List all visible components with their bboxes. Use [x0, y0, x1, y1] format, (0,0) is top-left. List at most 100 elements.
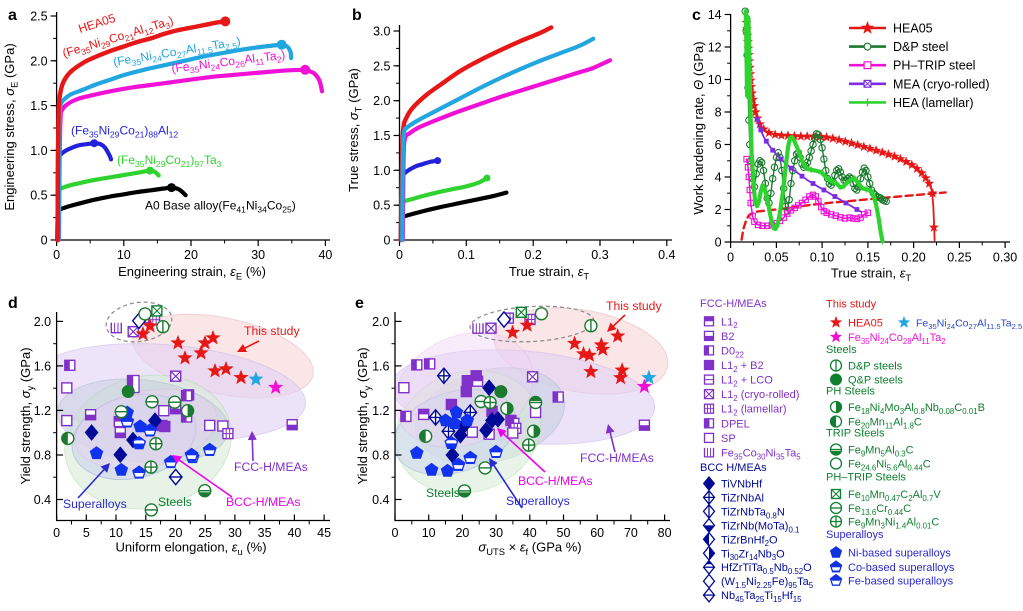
- svg-text:Superalloys: Superalloys: [826, 529, 884, 541]
- svg-text:TiZrBnHf2​O: TiZrBnHf2​O: [721, 534, 778, 548]
- svg-text:Engineering stress, σE​ (GPa): Engineering stress, σE​ (GPa): [2, 43, 19, 210]
- svg-text:0.1: 0.1: [458, 248, 475, 262]
- svg-text:1.6: 1.6: [34, 359, 51, 373]
- svg-text:45: 45: [317, 526, 331, 540]
- svg-text:(Fe35​Ni29​Co21​)88​Al12​: (Fe35​Ni29​Co21​)88​Al12​: [71, 124, 178, 140]
- svg-text:PH–TRIP Steels: PH–TRIP Steels: [826, 472, 906, 484]
- svg-text:0.5: 0.5: [30, 189, 47, 203]
- svg-text:HEA05: HEA05: [893, 22, 933, 36]
- svg-text:HEA (lamellar): HEA (lamellar): [893, 96, 974, 110]
- svg-text:B2: B2: [721, 331, 734, 343]
- svg-text:Fe10​Mn0.47​C2​Al0.7​V: Fe10​Mn0.47​C2​Al0.7​V: [848, 489, 941, 503]
- svg-text:1.5: 1.5: [373, 129, 390, 143]
- svg-text:2.5: 2.5: [373, 59, 390, 73]
- svg-text:BCC H/MEAs: BCC H/MEAs: [700, 462, 767, 474]
- svg-text:14: 14: [708, 8, 722, 22]
- svg-text:c: c: [692, 7, 701, 24]
- svg-text:This study: This study: [606, 299, 662, 313]
- svg-text:2.0: 2.0: [372, 315, 389, 329]
- svg-text:L12​ (cryo-rolled): L12​ (cryo-rolled): [721, 389, 799, 403]
- svg-text:Fe35​Ni24​Co28​Al11​Ta2​: Fe35​Ni24​Co28​Al11​Ta2​: [848, 332, 946, 346]
- svg-text:10: 10: [109, 526, 123, 540]
- svg-text:35: 35: [258, 526, 272, 540]
- svg-text:L12​ + B2: L12​ + B2: [721, 360, 764, 374]
- svg-text:40: 40: [318, 248, 332, 262]
- svg-text:Steels: Steels: [426, 486, 460, 500]
- svg-text:Ni-based superalloys: Ni-based superalloys: [848, 548, 951, 560]
- svg-text:True strain, εT​: True strain, εT​: [509, 264, 590, 281]
- svg-text:2.0: 2.0: [30, 54, 47, 68]
- svg-text:2.0: 2.0: [34, 315, 51, 329]
- svg-text:L12​ (lamellar): L12​ (lamellar): [721, 404, 787, 418]
- svg-text:0.4: 0.4: [372, 493, 389, 507]
- svg-text:10: 10: [117, 248, 131, 262]
- svg-text:Yield strength, σy​ (GPa): Yield strength, σy​ (GPa): [18, 347, 35, 484]
- svg-text:0: 0: [392, 526, 399, 540]
- svg-text:30: 30: [489, 526, 503, 540]
- svg-text:20: 20: [455, 526, 469, 540]
- svg-text:30: 30: [228, 526, 242, 540]
- svg-text:0.25: 0.25: [947, 251, 971, 265]
- svg-text:0: 0: [53, 526, 60, 540]
- svg-text:True strain, εT​: True strain, εT​: [831, 266, 912, 283]
- svg-text:TiVNbHf: TiVNbHf: [721, 479, 763, 491]
- svg-text:0.10: 0.10: [810, 251, 834, 265]
- svg-text:0.4: 0.4: [658, 248, 675, 262]
- svg-text:1.2: 1.2: [372, 404, 389, 418]
- svg-text:SP: SP: [721, 433, 736, 445]
- svg-text:12: 12: [708, 41, 722, 55]
- svg-text:1.0: 1.0: [373, 164, 390, 178]
- svg-text:0.30: 0.30: [993, 251, 1017, 265]
- svg-text:TiZrNbAl: TiZrNbAl: [721, 492, 764, 504]
- svg-text:0.05: 0.05: [764, 251, 788, 265]
- svg-text:Fe-based superalloys: Fe-based superalloys: [848, 576, 954, 588]
- svg-text:0: 0: [727, 251, 734, 265]
- svg-text:0: 0: [715, 236, 722, 250]
- svg-text:1.2: 1.2: [34, 404, 51, 418]
- svg-text:0: 0: [41, 234, 48, 248]
- svg-text:15: 15: [139, 526, 153, 540]
- svg-text:0.8: 0.8: [34, 449, 51, 463]
- svg-text:0.5: 0.5: [373, 199, 390, 213]
- svg-text:2: 2: [715, 203, 722, 217]
- svg-text:60: 60: [590, 526, 604, 540]
- svg-text:2.5: 2.5: [30, 10, 47, 24]
- svg-text:DPEL: DPEL: [721, 418, 750, 430]
- svg-text:σUTS​ × εf​ (GPa %): σUTS​ × εf​ (GPa %): [478, 540, 581, 557]
- svg-text:10: 10: [422, 526, 436, 540]
- svg-text:50: 50: [557, 526, 571, 540]
- svg-text:FCC-H/MEAs: FCC-H/MEAs: [234, 460, 308, 474]
- svg-text:0.4: 0.4: [34, 493, 51, 507]
- svg-text:BCC-H/MEAs: BCC-H/MEAs: [518, 474, 592, 488]
- svg-text:L12​ + LCO: L12​ + LCO: [721, 375, 773, 389]
- svg-text:Steels: Steels: [826, 344, 857, 356]
- svg-text:This study: This study: [826, 299, 877, 311]
- svg-text:PH–TRIP steel: PH–TRIP steel: [893, 59, 975, 73]
- svg-text:Q&P steels: Q&P steels: [848, 375, 903, 387]
- svg-text:0.2: 0.2: [525, 248, 542, 262]
- svg-text:1.0: 1.0: [30, 144, 47, 158]
- svg-text:40: 40: [523, 526, 537, 540]
- svg-text:0: 0: [396, 248, 403, 262]
- svg-text:0.15: 0.15: [856, 251, 880, 265]
- svg-text:70: 70: [624, 526, 638, 540]
- svg-text:True stress, σT​ (GPa): True stress, σT​ (GPa): [346, 68, 363, 192]
- svg-text:Engineering strain, εE​ (%): Engineering strain, εE​ (%): [118, 264, 266, 281]
- svg-text:0.8: 0.8: [372, 449, 389, 463]
- svg-text:MEA (cryo-rolled): MEA (cryo-rolled): [893, 77, 990, 91]
- svg-text:D&P steel: D&P steel: [893, 40, 948, 54]
- svg-text:0: 0: [384, 234, 391, 248]
- svg-text:e: e: [355, 295, 364, 312]
- svg-text:Superalloys: Superalloys: [506, 494, 570, 508]
- svg-text:0.20: 0.20: [901, 251, 925, 265]
- svg-text:0.3: 0.3: [591, 248, 608, 262]
- svg-text:Superalloys: Superalloys: [63, 497, 127, 511]
- svg-text:PH Steels: PH Steels: [826, 386, 875, 398]
- svg-text:30: 30: [251, 248, 265, 262]
- svg-text:1.5: 1.5: [30, 99, 47, 113]
- svg-text:Yield strength, σy​ (GPa): Yield strength, σy​ (GPa): [355, 347, 372, 484]
- svg-text:80: 80: [658, 526, 672, 540]
- svg-text:10: 10: [708, 73, 722, 87]
- svg-text:3.0: 3.0: [373, 25, 390, 39]
- svg-text:0: 0: [53, 248, 60, 262]
